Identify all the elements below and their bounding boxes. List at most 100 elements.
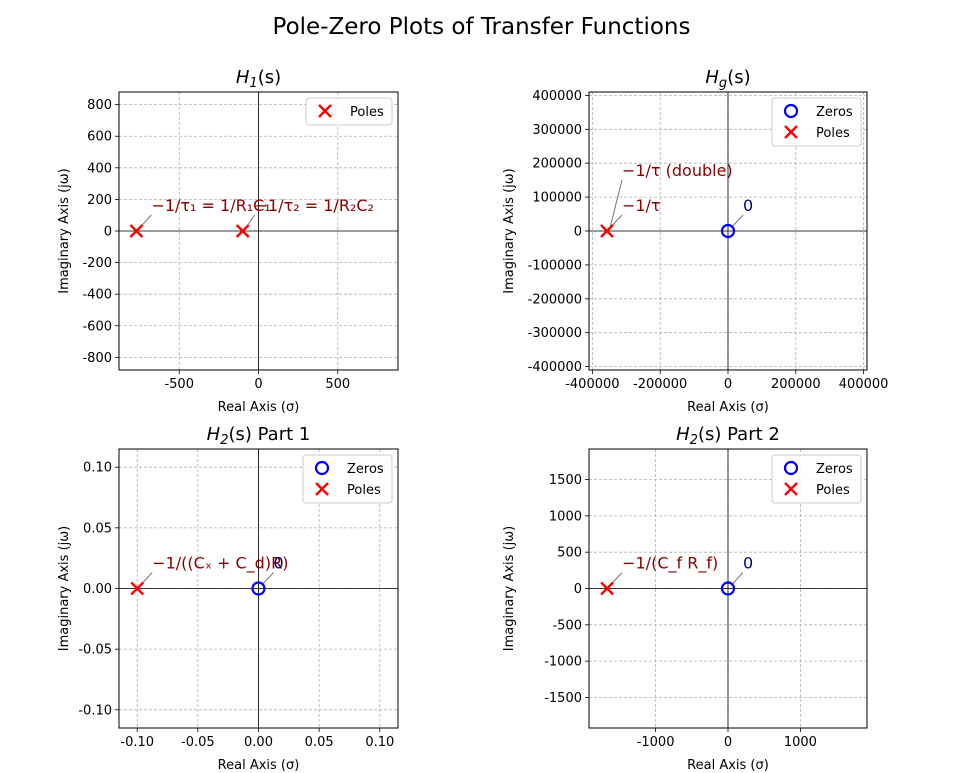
x-tick-label: -1000 [637, 735, 675, 750]
pole-marker [600, 224, 614, 238]
subplot-grid: -500 0 500-800-600-400-2000200400600800Rea… [57, 67, 888, 773]
y-tick-label: 200000 [532, 157, 582, 172]
x-tick-label: 0 [254, 377, 262, 392]
annotation-arrow [730, 572, 744, 586]
y-tick-label: 600 [87, 130, 112, 145]
legend-label: Zeros [347, 462, 384, 477]
legend-pole-marker [315, 482, 329, 496]
zero-marker [720, 223, 736, 239]
title-rest: (s) [258, 67, 281, 88]
x-axis-label: Real Axis (σ) [218, 758, 300, 773]
zero-marker [720, 581, 736, 596]
legend-pole-marker [784, 482, 798, 496]
title-rest: (s) [727, 67, 750, 88]
x-tick-label: 0.10 [365, 735, 394, 750]
annotation-label: 0 [274, 554, 284, 573]
y-tick-label: -0.05 [78, 643, 112, 658]
y-tick-label: 800 [87, 98, 112, 113]
y-tick-label: 0 [104, 225, 112, 240]
y-tick-label: -1000 [544, 655, 582, 670]
subplot-title: Hg(s) [705, 67, 750, 91]
legend-label: Poles [347, 483, 381, 498]
title-symbol: H [676, 424, 690, 445]
x-tick-label: -0.10 [120, 735, 154, 750]
y-tick-label: 400000 [532, 89, 582, 104]
y-tick-label: 400 [87, 161, 112, 176]
legend-label: Zeros [816, 462, 853, 477]
x-tick-label: 400000 [839, 377, 889, 392]
title-subscript: 1 [249, 76, 257, 91]
title-rest: (s) Part 2 [698, 424, 780, 445]
legend-pole-marker [318, 104, 332, 118]
title-subscript: g [719, 76, 727, 91]
annotation-arrow [261, 572, 274, 586]
legend: Zeros Poles [771, 454, 862, 504]
subplot-title: H2(s) Part 2 [676, 424, 780, 448]
y-tick-label: 0.05 [83, 521, 112, 536]
pole-marker [235, 224, 250, 238]
pole-marker [600, 581, 614, 596]
subplot-2: -400000 -200000 0 200000 400000 -400000 -30000… [502, 67, 888, 415]
legend-zero-marker [783, 103, 799, 119]
y-tick-label: 100000 [532, 191, 582, 206]
y-tick-label: 500 [557, 546, 582, 561]
title-symbol: H [236, 67, 250, 88]
subplot-4: -1000 0 1000 -1500 -1000 -500 0 500 1000 1500 Real… [502, 424, 868, 773]
x-tick-label: 0.00 [244, 735, 273, 750]
x-tick-label: 0 [724, 735, 732, 750]
x-tick-label: 200000 [771, 377, 821, 392]
subplot-3: -0.10 -0.05 0.00 0.05 0.10 -0.10 -0.05 0.00 0.05… [57, 424, 399, 773]
y-axis-label: Imaginary Axis (jω) [502, 168, 517, 293]
x-tick-label: 0 [724, 377, 732, 392]
annotation-label: −1/((Cₓ + C_d)R) [152, 554, 288, 574]
y-tick-label: -500 [552, 618, 582, 633]
y-tick-label: -600 [82, 319, 112, 334]
y-tick-label: -200000 [528, 292, 582, 307]
y-tick-label: 300000 [532, 123, 582, 138]
title-rest: (s) Part 1 [228, 424, 310, 445]
legend-label: Poles [350, 105, 384, 120]
x-tick-label: 1000 [784, 735, 817, 750]
legend-label: Zeros [816, 105, 853, 120]
y-tick-label: -200 [82, 256, 112, 271]
annotation-label: −1/τ₂ = 1/R₂C₂ [255, 196, 374, 215]
pole-marker-stroke [129, 224, 144, 238]
annotation-label: −1/τ [622, 196, 661, 215]
x-axis-label: Real Axis (σ) [687, 400, 769, 415]
pole-marker-stroke [130, 581, 145, 596]
annotation-label: −1/τ (double) [622, 161, 733, 180]
y-tick-label: 1500 [549, 473, 582, 488]
legend-label: Poles [816, 126, 850, 141]
y-tick-label: -100000 [528, 258, 582, 273]
y-tick-label: -300000 [528, 326, 582, 341]
y-axis-label: Imaginary Axis (jω) [502, 526, 517, 651]
y-tick-label: -0.10 [78, 703, 112, 718]
legend: Zeros Poles [771, 97, 862, 147]
y-tick-label: 1000 [549, 509, 582, 524]
x-tick-label: -0.05 [181, 735, 215, 750]
x-tick-label: -200000 [633, 377, 687, 392]
legend: Poles [305, 97, 393, 126]
y-tick-label: 0.10 [83, 461, 112, 476]
subplot-title: H2(s) Part 1 [207, 424, 311, 448]
x-tick-label: -500 [164, 377, 194, 392]
legend-zero-marker [314, 460, 330, 476]
annotation-arrow [730, 214, 744, 229]
pole-marker [130, 581, 145, 596]
subplot-title: H1(s) [236, 67, 281, 91]
legend-pole-marker [784, 125, 798, 139]
pole-marker-stroke [600, 581, 614, 596]
annotation-label: 0 [743, 196, 753, 215]
legend-zero-marker [783, 460, 799, 476]
title-symbol: H [207, 424, 221, 445]
legend-box [305, 97, 393, 126]
x-tick-label: -400000 [565, 377, 619, 392]
title-subscript: 2 [220, 433, 228, 448]
x-axis-label: Real Axis (σ) [218, 400, 300, 415]
x-tick-label: 0.05 [305, 735, 334, 750]
pole-marker-stroke [600, 224, 614, 238]
y-tick-label: 0 [574, 225, 582, 240]
y-axis-label: Imaginary Axis (jω) [57, 168, 72, 293]
y-tick-label: 0.00 [83, 582, 112, 597]
